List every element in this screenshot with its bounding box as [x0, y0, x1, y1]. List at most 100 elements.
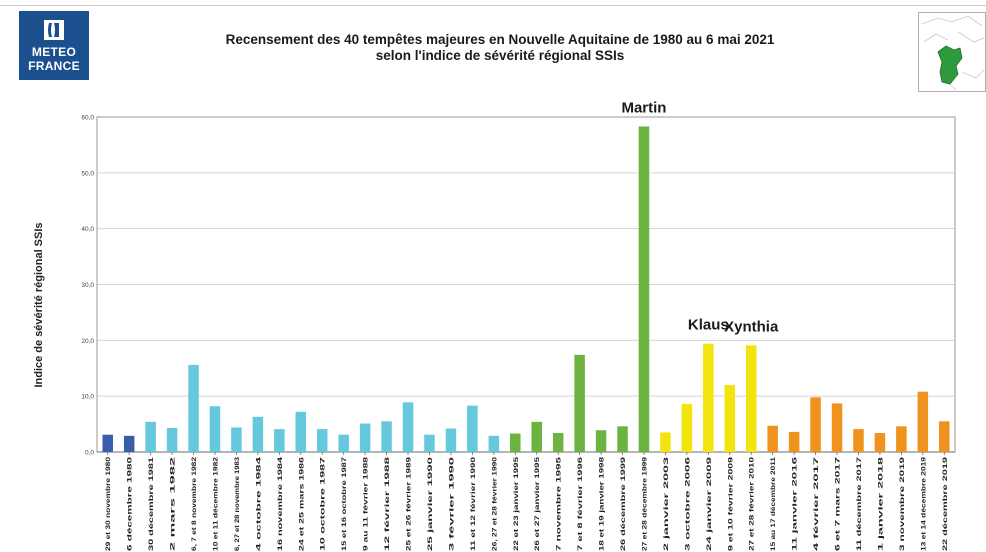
x-tick-label: 25 et 26 février 1989	[406, 457, 413, 551]
x-tick-label: 27 et 28 février 2010	[749, 457, 756, 551]
x-tick-label: 4 février 2017	[813, 456, 820, 551]
x-tick-label: 6, 27 et 28 novembre 1983	[234, 457, 241, 551]
x-tick-label: 2 janvier 2003	[663, 456, 670, 551]
bar-13	[359, 423, 371, 452]
y-tick-label: 50,0	[81, 170, 94, 177]
bar-3	[145, 421, 156, 452]
bar-9	[274, 429, 285, 452]
x-tick-label: 3 octobre 2006	[684, 456, 691, 551]
x-tick-label: 7 et 8 février 1996	[577, 456, 584, 551]
top-rule	[0, 5, 986, 6]
bar-37	[874, 433, 886, 452]
x-tick-label: 24 janvier 2009	[706, 456, 713, 551]
y-tick-label: 0,0	[85, 450, 94, 457]
bar-15	[402, 402, 414, 452]
x-tick-label: 7 novembre 1995	[556, 456, 563, 551]
bar-4	[166, 427, 178, 452]
bar-1	[102, 434, 113, 452]
bar-11	[316, 429, 328, 452]
x-tick-label: 22 et 23 janvier 1995	[513, 457, 520, 551]
bar-19	[488, 435, 500, 452]
x-tick-label: 11 décembre 2017	[856, 456, 863, 551]
y-tick-label: 40,0	[81, 226, 94, 233]
bar-7	[231, 427, 242, 452]
y-tick-label: 20,0	[81, 338, 94, 345]
region-locator-map	[918, 12, 986, 92]
logo-line-1: METEO	[31, 45, 77, 59]
bar-21	[531, 421, 542, 452]
x-tick-label: 29 et 30 novembre 1980	[105, 457, 112, 551]
bar-17	[445, 428, 457, 452]
bar-32	[767, 425, 778, 452]
x-tick-label: 9 au 11 février 1988	[363, 456, 370, 551]
bar-23	[574, 354, 585, 452]
x-tick-label: 25 janvier 1990	[427, 456, 434, 551]
chart-title-line-2: selon l'indice de sévérité régional SSIs	[375, 48, 625, 63]
x-tick-label: 9 et 10 février 2009	[727, 456, 734, 551]
chart-title-line-1: Recensement des 40 tempêtes majeures en …	[225, 32, 775, 47]
x-tick-label: 22 décembre 2019	[942, 456, 949, 551]
y-tick-label: 60,0	[81, 115, 94, 122]
x-tick-label: 16 novembre 1984	[277, 456, 284, 551]
meteo-france-logo-icon	[44, 20, 64, 40]
x-tick-label: 18 et 19 janvier 1998	[599, 457, 606, 551]
x-tick-label: 26 et 27 janvier 1995	[534, 457, 541, 551]
x-tick-label: 24 et 25 mars 1986	[298, 456, 305, 551]
bar-39	[917, 391, 929, 452]
x-tick-label: 6 et 7 mars 2017	[835, 456, 842, 551]
bar-27	[660, 432, 671, 452]
x-tick-label: 26 décembre 1999	[620, 456, 627, 551]
bar-26	[638, 126, 650, 452]
x-tick-label: 12 février 1988	[384, 456, 391, 551]
bar-29	[703, 343, 714, 452]
x-tick-label: 11 et 12 février 1990	[470, 457, 477, 551]
storm-name-annotation: Klaus	[688, 317, 729, 334]
x-tick-label: 10 octobre 1987	[320, 456, 327, 551]
bar-36	[853, 429, 864, 452]
x-tick-label: 11 janvier 2016	[792, 456, 799, 551]
bar-8	[252, 416, 264, 452]
bar-16	[424, 434, 435, 452]
bar-28	[681, 403, 693, 452]
x-tick-label: 3 novembre 2019	[899, 456, 906, 551]
y-tick-label: 10,0	[81, 394, 94, 401]
x-tick-label: 3 février 1990	[448, 456, 455, 551]
bar-33	[788, 431, 800, 452]
storm-name-annotation: Martin	[621, 99, 666, 116]
bar-30	[724, 385, 736, 452]
bar-22	[552, 433, 564, 452]
logo-line-2: FRANCE	[28, 59, 80, 73]
x-tick-label: 30 décembre 1981	[148, 456, 155, 551]
bar-14	[381, 421, 392, 452]
bar-31	[745, 345, 757, 452]
chart-title: Recensement des 40 tempêtes majeures en …	[170, 32, 830, 64]
bar-12	[338, 434, 349, 452]
x-tick-label: 13 et 14 décembre 2019	[920, 457, 927, 551]
storm-name-annotation: Xynthia	[724, 318, 779, 335]
x-tick-label: 6 décembre 1980	[127, 456, 134, 551]
bar-35	[831, 403, 843, 452]
bar-5	[188, 364, 199, 452]
x-tick-label: 26, 27 et 28 février 1990	[491, 457, 498, 551]
bar-10	[295, 411, 307, 452]
y-tick-label: 30,0	[81, 282, 94, 289]
bar-20	[510, 433, 521, 452]
bar-25	[617, 426, 628, 452]
x-tick-label: 15 et 16 octobre 1987	[341, 457, 348, 551]
bar-2	[123, 435, 135, 452]
x-tick-label: 2 mars 1982	[170, 456, 177, 551]
bar-40	[939, 421, 950, 452]
bar-38	[896, 426, 907, 452]
meteo-france-logo: METEO FRANCE	[19, 11, 89, 80]
bar-34	[810, 397, 821, 452]
x-tick-label: 1 janvier 2018	[877, 456, 884, 551]
bar-18	[467, 405, 478, 452]
x-tick-label: 27 et 28 décembre 1999	[641, 457, 648, 551]
x-tick-label: 15 au 17 décembre 2011	[770, 457, 777, 551]
x-tick-label: 10 et 11 décembre 1982	[212, 457, 219, 551]
bar-6	[209, 406, 221, 452]
x-tick-label: 6, 7 et 8 novembre 1982	[191, 457, 198, 551]
x-tick-label: 4 octobre 1984	[255, 456, 262, 551]
bar-24	[595, 430, 607, 452]
